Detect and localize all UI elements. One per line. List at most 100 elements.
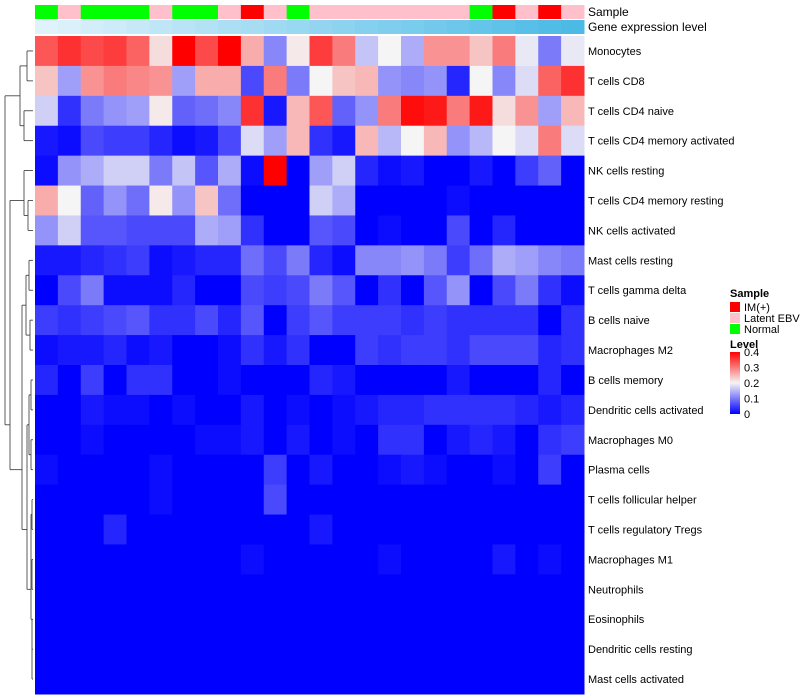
heatmap-cell <box>355 514 379 545</box>
heatmap-cell <box>195 514 219 545</box>
heatmap-cell <box>286 365 310 396</box>
heatmap-cell <box>263 65 288 97</box>
heatmap-cell <box>286 424 310 456</box>
heatmap-cell <box>286 275 310 306</box>
heatmap-cell <box>103 544 127 575</box>
heatmap-cell <box>492 604 516 635</box>
heatmap-cell <box>469 424 493 456</box>
heatmap-cell <box>515 664 539 695</box>
heatmap-cell <box>195 245 219 276</box>
heatmap-cell <box>561 604 585 635</box>
heatmap-cell <box>263 305 288 336</box>
heatmap-cell <box>80 215 105 246</box>
heatmap-cell <box>126 155 150 187</box>
heatmap-cell <box>332 185 356 216</box>
heatmap-cell <box>195 574 219 605</box>
heatmap-cell <box>538 185 562 216</box>
row-label: T cells gamma delta <box>588 285 687 297</box>
heatmap-cell <box>263 484 288 516</box>
heatmap-cell <box>378 484 402 516</box>
expression-annotation-cell <box>80 20 105 34</box>
heatmap-cell <box>378 514 402 545</box>
heatmap-cell <box>378 65 402 97</box>
heatmap-cell <box>195 604 219 635</box>
sample-annotation-cell <box>35 5 59 19</box>
heatmap-cell <box>172 65 196 97</box>
heatmap-cell <box>538 155 562 187</box>
legend-label-normal: Normal <box>744 324 779 336</box>
sample-annotation-cell <box>57 5 82 19</box>
expression-annotation-cell <box>103 20 127 34</box>
heatmap-cell <box>57 365 82 396</box>
heatmap-cell <box>286 215 310 246</box>
heatmap-cell <box>218 454 242 486</box>
heatmap-cell <box>57 544 82 575</box>
heatmap-cell <box>469 664 493 695</box>
heatmap-cell <box>149 514 173 545</box>
heatmap-cell <box>401 185 425 216</box>
heatmap-cell <box>218 245 242 276</box>
heatmap-cell <box>469 484 493 516</box>
heatmap-cell <box>240 335 265 366</box>
heatmap-cell <box>149 604 173 635</box>
heatmap-cell <box>103 125 127 157</box>
heatmap-cell <box>103 365 127 396</box>
heatmap-cell <box>57 245 82 276</box>
heatmap-cell <box>469 454 493 486</box>
heatmap-cell <box>561 335 585 366</box>
heatmap-cell <box>492 155 516 187</box>
heatmap-cell <box>423 185 448 216</box>
heatmap-cell <box>378 604 402 635</box>
heatmap-cell <box>446 185 471 216</box>
heatmap-cell <box>378 394 402 426</box>
heatmap-cell <box>218 514 242 545</box>
row-label: Plasma cells <box>588 465 650 477</box>
heatmap-cell <box>423 544 448 575</box>
heatmap-cell <box>80 604 105 635</box>
heatmap-cell <box>286 664 310 695</box>
heatmap-cell <box>378 574 402 605</box>
heatmap-cell <box>515 574 539 605</box>
heatmap-cell <box>35 36 59 67</box>
heatmap-cell <box>469 394 493 426</box>
heatmap-cell <box>126 305 150 336</box>
heatmap-cell <box>195 95 219 127</box>
heatmap-cell <box>218 155 242 187</box>
heatmap-cell <box>263 574 288 605</box>
heatmap-cell <box>195 394 219 426</box>
heatmap-cell <box>515 424 539 456</box>
heatmap-cell <box>446 454 471 486</box>
heatmap-cell <box>103 484 127 516</box>
heatmap-cell <box>263 424 288 456</box>
row-label: T cells CD8 <box>588 76 645 88</box>
heatmap-cell <box>401 514 425 545</box>
heatmap-cell <box>378 305 402 336</box>
heatmap-cell <box>423 95 448 127</box>
heatmap-cell <box>240 394 265 426</box>
heatmap-cell <box>378 245 402 276</box>
sample-annotation-cell <box>240 5 265 19</box>
heatmap-cell <box>446 245 471 276</box>
heatmap-cell <box>309 454 333 486</box>
heatmap-cell <box>492 65 516 97</box>
heatmap-cell <box>240 664 265 695</box>
heatmap-cell <box>401 155 425 187</box>
heatmap-cell <box>172 574 196 605</box>
heatmap-cell <box>309 215 333 246</box>
heatmap-cell <box>423 604 448 635</box>
heatmap-cell <box>515 454 539 486</box>
heatmap-cell <box>80 125 105 157</box>
heatmap-cell <box>149 544 173 575</box>
heatmap-cell <box>355 65 379 97</box>
heatmap-cell <box>355 155 379 187</box>
heatmap-cell <box>103 634 127 665</box>
heatmap-cell <box>172 394 196 426</box>
heatmap-cell <box>492 185 516 216</box>
heatmap-cell <box>57 155 82 187</box>
heatmap-cell <box>57 664 82 695</box>
sample-annotation-cell <box>561 5 585 19</box>
heatmap-cell <box>103 574 127 605</box>
heatmap-cell <box>286 544 310 575</box>
heatmap-cell <box>240 514 265 545</box>
heatmap-cell <box>378 185 402 216</box>
